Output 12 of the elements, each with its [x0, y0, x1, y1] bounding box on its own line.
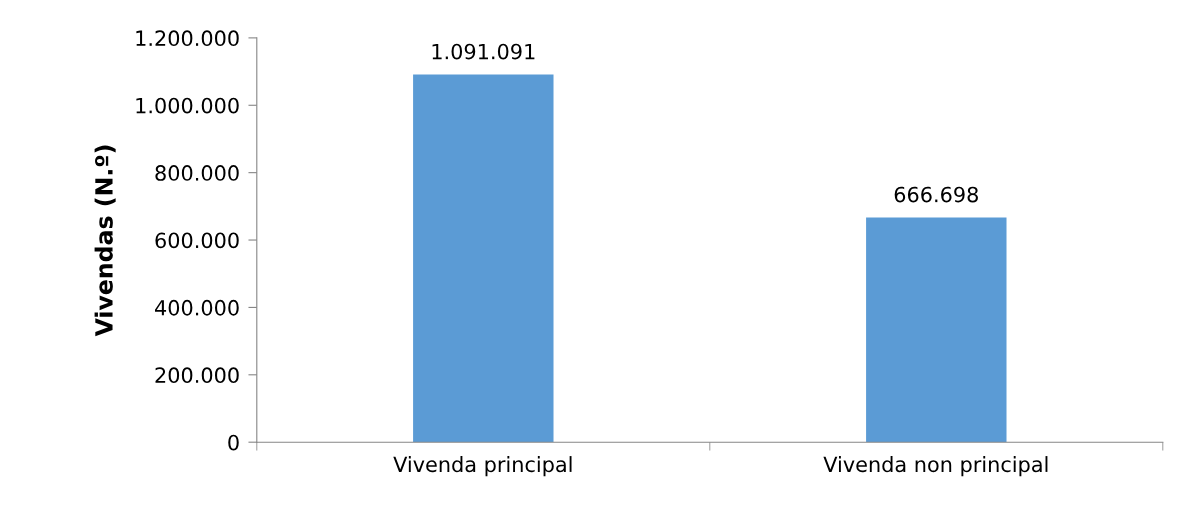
data-label: 666.698: [894, 186, 978, 203]
y-tick-label: 800.000: [155, 165, 239, 181]
y-tick-label: 1.000.000: [136, 97, 239, 114]
y-tick-label: 400.000: [155, 299, 239, 316]
y-tick-label: 0: [228, 434, 239, 451]
y-tick-label: 600.000: [155, 232, 239, 249]
x-tick-label: Vivenda principal: [393, 456, 572, 477]
y-tick-label: 200.000: [155, 367, 239, 384]
data-label: 1.091.091: [432, 43, 535, 60]
y-tick-label: 1.200.000: [136, 30, 239, 47]
x-tick-label: Vivenda non principal: [823, 456, 1048, 477]
y-axis-title: Vivendas (N.º): [94, 145, 116, 337]
